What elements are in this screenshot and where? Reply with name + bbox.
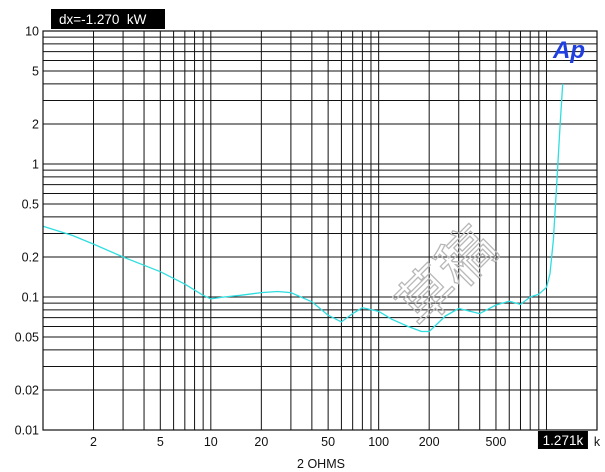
- y-tick-label: 1: [32, 158, 39, 172]
- x-axis-title: 2 OHMS: [297, 457, 345, 471]
- cursor-marker: 1.271k: [537, 431, 588, 449]
- y-tick-label: 2: [32, 117, 39, 131]
- y-tick-label: 0.1: [22, 291, 39, 305]
- y-tick-label: 0.05: [15, 331, 39, 345]
- ap-logo-text: Ap: [552, 37, 585, 64]
- x-tick-label: 100: [368, 435, 389, 449]
- series-line: [42, 83, 564, 333]
- x-tick-label: 5: [157, 435, 164, 449]
- x-tick-label: 500: [486, 435, 507, 449]
- x-tick-label: 200: [419, 435, 440, 449]
- y-tick-labels: 10 5 2 1 0.5 0.2 0.1 0.05 0.02 0.01: [15, 25, 39, 438]
- y-tick-label: 0.01: [15, 424, 39, 438]
- cursor-label-box: [537, 431, 588, 449]
- cursor-label: 1.271k: [543, 433, 584, 448]
- x-tick-label: 2: [90, 435, 97, 449]
- readout-box: dx=-1.270 kW: [51, 9, 165, 29]
- readout-text: dx=-1.270 kW: [59, 12, 147, 27]
- y-tick-label: 10: [25, 25, 39, 39]
- y-tick-label: 0.2: [22, 250, 39, 264]
- logo: Ap: [552, 37, 585, 64]
- x-tick-label: 10: [204, 435, 218, 449]
- y-tick-label: 0.02: [15, 383, 39, 397]
- y-tick-label: 0.5: [22, 198, 39, 212]
- x-tick-labels: 2 5 10 20 50 100 200 500 k: [90, 435, 601, 449]
- plot-frame: [42, 30, 598, 431]
- x-tick-label: k: [594, 435, 601, 449]
- y-tick-label: 5: [32, 65, 39, 79]
- x-tick-label: 20: [254, 435, 268, 449]
- x-tick-label: 50: [321, 435, 335, 449]
- series-layer: [42, 83, 564, 333]
